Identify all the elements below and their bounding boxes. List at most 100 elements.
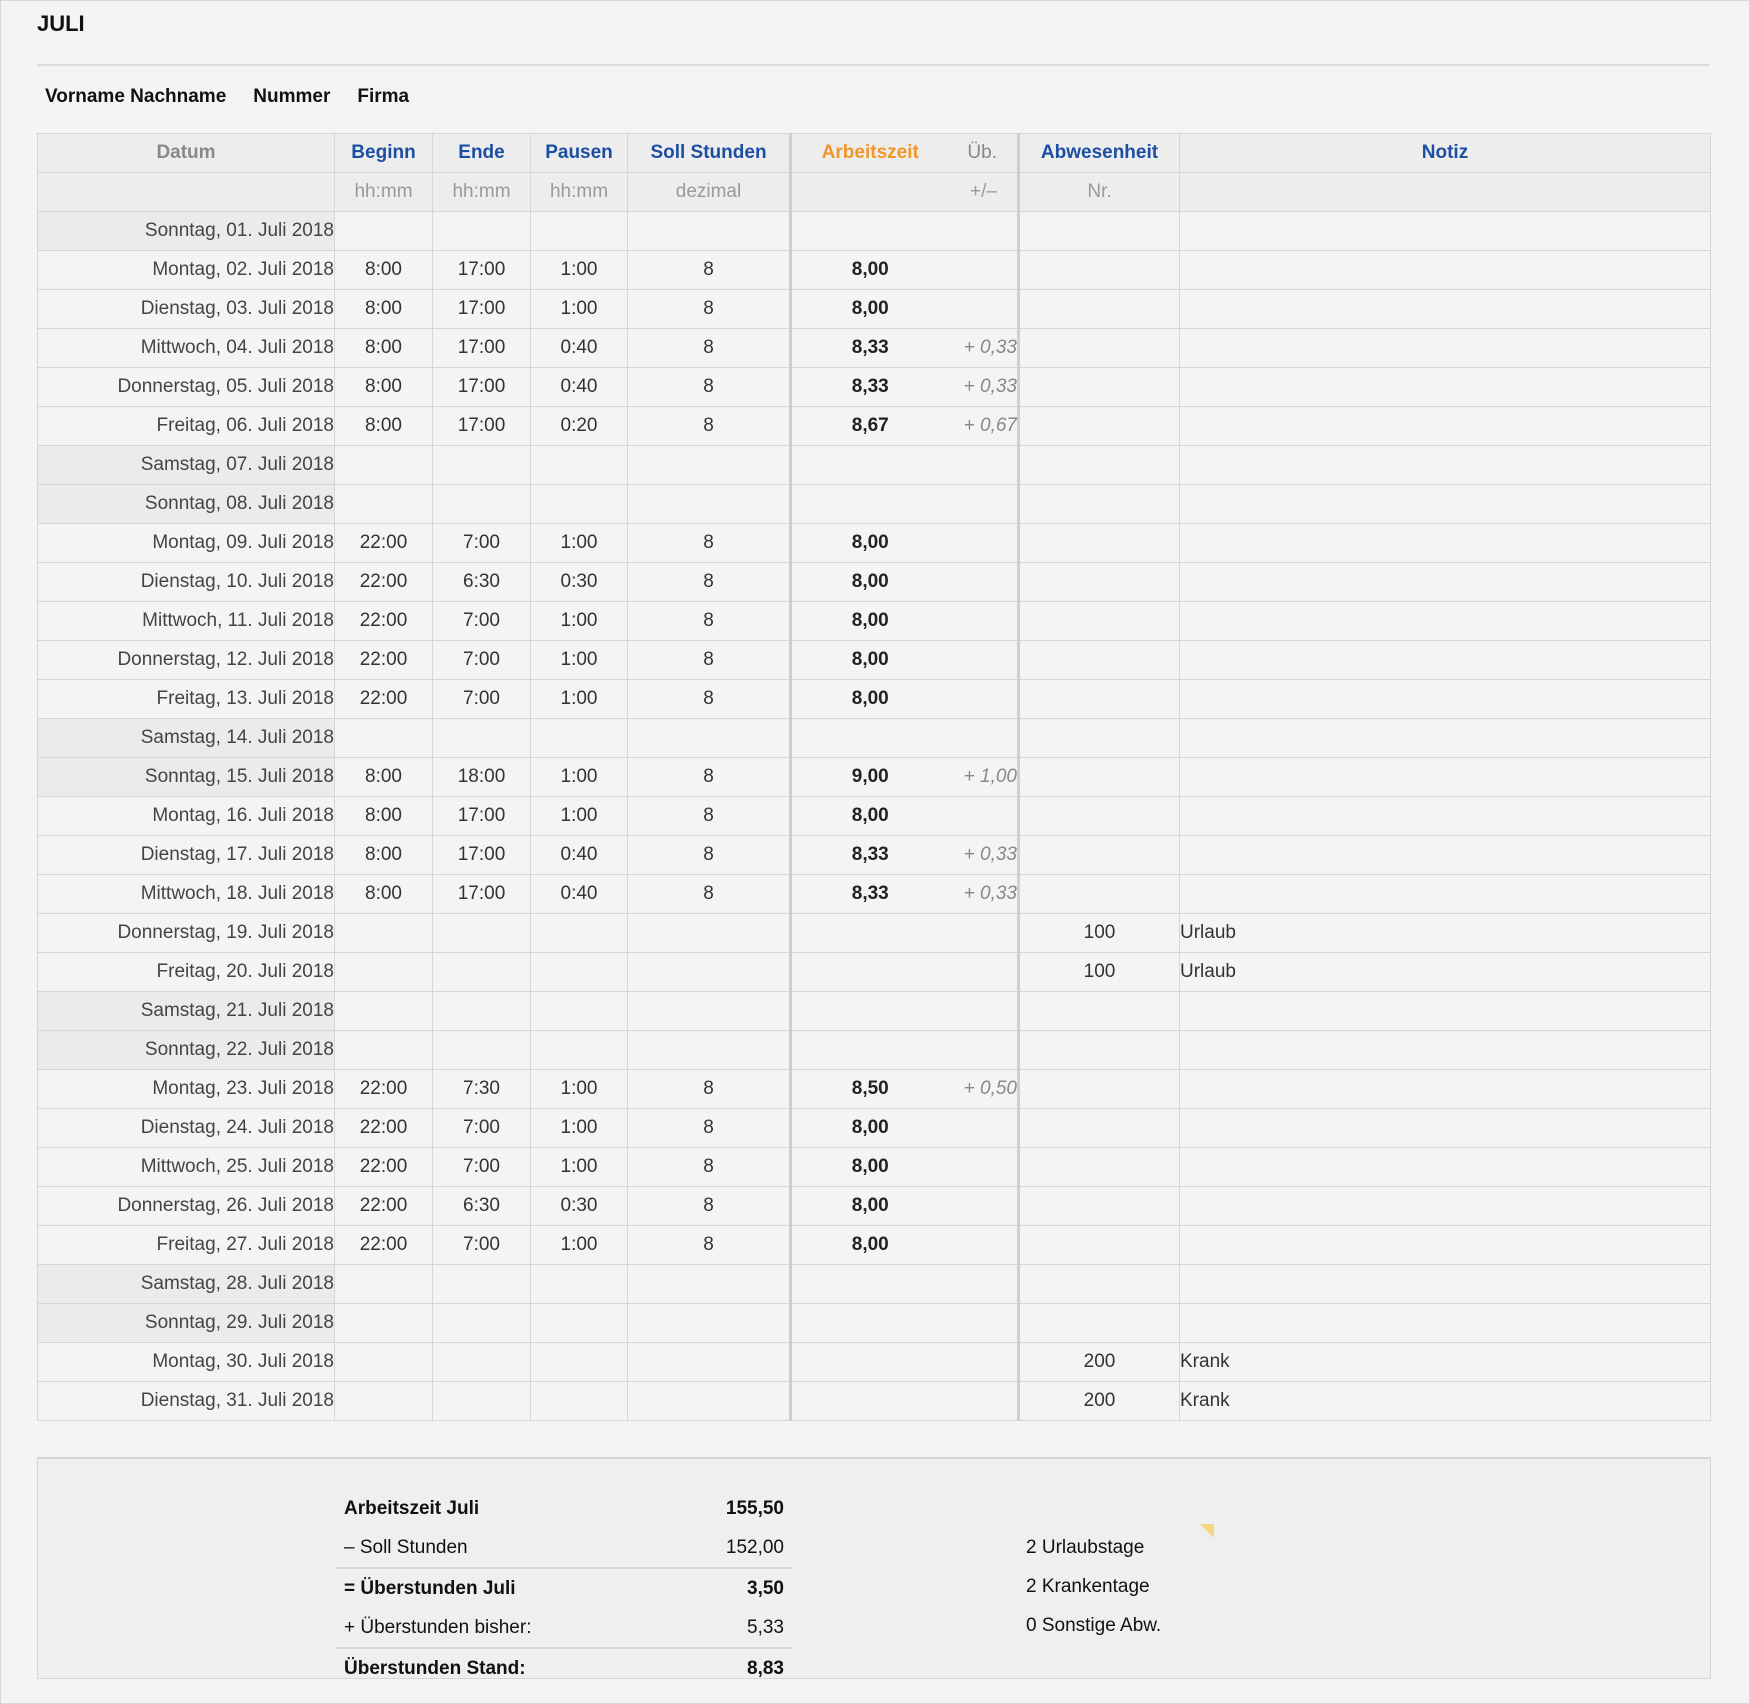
ub-cell[interactable] — [948, 952, 1019, 992]
ende-cell[interactable] — [432, 211, 531, 251]
pausen-cell[interactable]: 0:30 — [530, 562, 628, 602]
ende-cell[interactable]: 7:00 — [432, 1147, 531, 1187]
arbeitszeit-cell[interactable] — [789, 1303, 949, 1343]
ende-cell[interactable]: 7:00 — [432, 640, 531, 680]
notiz-cell[interactable] — [1179, 679, 1711, 719]
arbeitszeit-cell[interactable]: 8,00 — [789, 1147, 949, 1187]
ub-cell[interactable]: + 0,33 — [948, 367, 1019, 407]
beginn-cell[interactable] — [334, 991, 433, 1031]
notiz-cell[interactable] — [1179, 1147, 1711, 1187]
pausen-cell[interactable]: 1:00 — [530, 757, 628, 797]
pausen-cell[interactable]: 1:00 — [530, 679, 628, 719]
ub-cell[interactable] — [948, 1030, 1019, 1070]
ub-cell[interactable]: + 1,00 — [948, 757, 1019, 797]
ende-cell[interactable] — [432, 1264, 531, 1304]
abw-cell[interactable] — [1017, 1225, 1180, 1265]
beginn-cell[interactable] — [334, 952, 433, 992]
soll-cell[interactable]: 8 — [627, 367, 791, 407]
arbeitszeit-cell[interactable] — [789, 1264, 949, 1304]
ub-cell[interactable] — [948, 1381, 1019, 1421]
abw-cell[interactable] — [1017, 289, 1180, 329]
soll-cell[interactable] — [627, 1342, 791, 1382]
ende-cell[interactable]: 17:00 — [432, 367, 531, 407]
beginn-cell[interactable]: 8:00 — [334, 835, 433, 875]
pausen-cell[interactable] — [530, 718, 628, 758]
notiz-cell[interactable] — [1179, 367, 1711, 407]
beginn-cell[interactable]: 22:00 — [334, 640, 433, 680]
soll-cell[interactable] — [627, 913, 791, 953]
ende-cell[interactable]: 17:00 — [432, 874, 531, 914]
ub-cell[interactable] — [948, 601, 1019, 641]
abw-cell[interactable] — [1017, 1186, 1180, 1226]
soll-cell[interactable]: 8 — [627, 640, 791, 680]
pausen-cell[interactable] — [530, 1303, 628, 1343]
abw-cell[interactable]: 200 — [1017, 1342, 1180, 1382]
abw-cell[interactable] — [1017, 718, 1180, 758]
abw-cell[interactable] — [1017, 640, 1180, 680]
notiz-cell[interactable] — [1179, 211, 1711, 251]
pausen-cell[interactable] — [530, 913, 628, 953]
notiz-cell[interactable]: Krank — [1179, 1381, 1711, 1421]
soll-cell[interactable] — [627, 952, 791, 992]
beginn-cell[interactable]: 22:00 — [334, 1069, 433, 1109]
pausen-cell[interactable] — [530, 1264, 628, 1304]
soll-cell[interactable] — [627, 1303, 791, 1343]
pausen-cell[interactable]: 0:40 — [530, 874, 628, 914]
arbeitszeit-cell[interactable]: 8,00 — [789, 1108, 949, 1148]
pausen-cell[interactable]: 0:20 — [530, 406, 628, 446]
ende-cell[interactable]: 17:00 — [432, 289, 531, 329]
ub-cell[interactable] — [948, 484, 1019, 524]
ub-cell[interactable] — [948, 1303, 1019, 1343]
soll-cell[interactable]: 8 — [627, 796, 791, 836]
soll-cell[interactable]: 8 — [627, 1108, 791, 1148]
ub-cell[interactable] — [948, 1186, 1019, 1226]
soll-cell[interactable] — [627, 991, 791, 1031]
abw-cell[interactable]: 100 — [1017, 913, 1180, 953]
soll-cell[interactable]: 8 — [627, 757, 791, 797]
soll-cell[interactable]: 8 — [627, 1069, 791, 1109]
arbeitszeit-cell[interactable]: 8,00 — [789, 250, 949, 290]
ende-cell[interactable]: 7:00 — [432, 679, 531, 719]
pausen-cell[interactable] — [530, 1342, 628, 1382]
abw-cell[interactable] — [1017, 601, 1180, 641]
pausen-cell[interactable] — [530, 211, 628, 251]
abw-cell[interactable] — [1017, 679, 1180, 719]
abw-cell[interactable] — [1017, 211, 1180, 251]
ende-cell[interactable]: 17:00 — [432, 796, 531, 836]
ub-cell[interactable] — [948, 991, 1019, 1031]
soll-cell[interactable] — [627, 1264, 791, 1304]
notiz-cell[interactable] — [1179, 328, 1711, 368]
ende-cell[interactable] — [432, 913, 531, 953]
soll-cell[interactable] — [627, 211, 791, 251]
beginn-cell[interactable] — [334, 1381, 433, 1421]
comment-marker-icon[interactable] — [1200, 1524, 1214, 1538]
ende-cell[interactable] — [432, 1381, 531, 1421]
pausen-cell[interactable]: 1:00 — [530, 523, 628, 563]
abw-cell[interactable] — [1017, 445, 1180, 485]
notiz-cell[interactable] — [1179, 874, 1711, 914]
ende-cell[interactable] — [432, 991, 531, 1031]
beginn-cell[interactable]: 22:00 — [334, 601, 433, 641]
ub-cell[interactable]: + 0,67 — [948, 406, 1019, 446]
pausen-cell[interactable] — [530, 1030, 628, 1070]
soll-cell[interactable] — [627, 445, 791, 485]
notiz-cell[interactable] — [1179, 796, 1711, 836]
abw-cell[interactable] — [1017, 1147, 1180, 1187]
abw-cell[interactable] — [1017, 406, 1180, 446]
arbeitszeit-cell[interactable] — [789, 1381, 949, 1421]
arbeitszeit-cell[interactable]: 8,33 — [789, 367, 949, 407]
abw-cell[interactable] — [1017, 1069, 1180, 1109]
ende-cell[interactable]: 7:00 — [432, 1225, 531, 1265]
soll-cell[interactable]: 8 — [627, 1225, 791, 1265]
abw-cell[interactable] — [1017, 250, 1180, 290]
arbeitszeit-cell[interactable]: 8,33 — [789, 874, 949, 914]
notiz-cell[interactable] — [1179, 757, 1711, 797]
arbeitszeit-cell[interactable] — [789, 484, 949, 524]
beginn-cell[interactable]: 22:00 — [334, 523, 433, 563]
beginn-cell[interactable]: 22:00 — [334, 1186, 433, 1226]
abw-cell[interactable]: 200 — [1017, 1381, 1180, 1421]
abw-cell[interactable] — [1017, 484, 1180, 524]
arbeitszeit-cell[interactable]: 8,00 — [789, 1225, 949, 1265]
beginn-cell[interactable] — [334, 718, 433, 758]
pausen-cell[interactable]: 1:00 — [530, 1147, 628, 1187]
